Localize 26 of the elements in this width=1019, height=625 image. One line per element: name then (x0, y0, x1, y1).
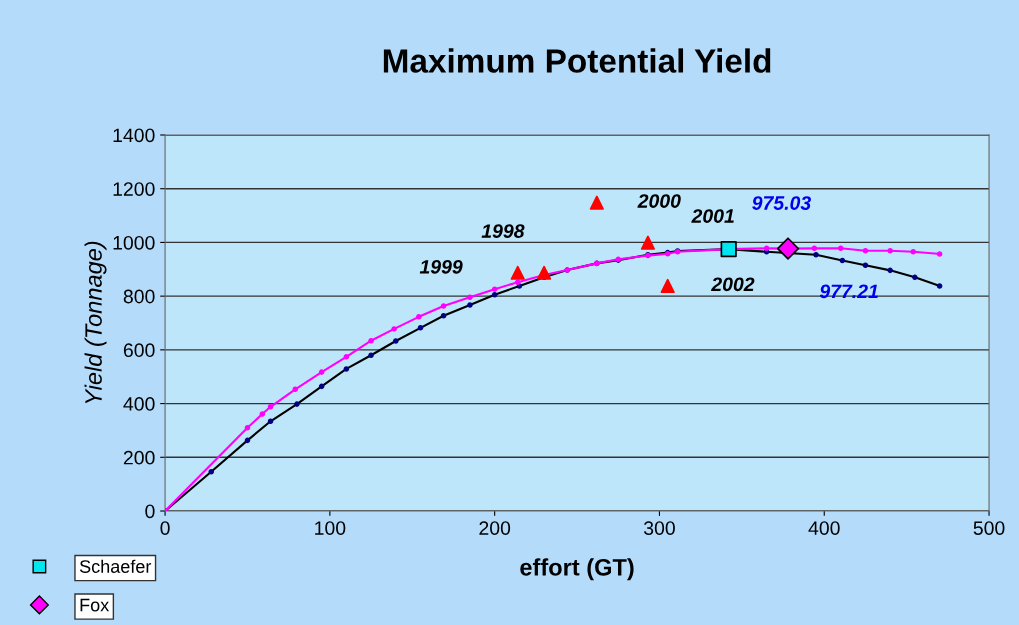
x-tick-label: 0 (160, 521, 170, 535)
x-tick-label: 200 (479, 521, 511, 535)
x-tick-label: 100 (315, 521, 346, 535)
y-tick-label: 1400 (113, 128, 155, 143)
annotation: 1999 (419, 259, 463, 274)
y-tick-label: 400 (123, 397, 155, 411)
x-tick-label: 300 (643, 521, 675, 535)
y-tick-label: 600 (123, 343, 155, 358)
x-axis-title: effort (GT) (520, 558, 634, 581)
annotation: 1998 (481, 224, 525, 238)
annotation: 2002 (711, 277, 755, 292)
y-tick-label: 200 (123, 450, 155, 465)
annotation: 2001 (691, 209, 734, 223)
y-tick-label: 800 (123, 289, 155, 304)
annotation: 2000 (637, 194, 681, 208)
annotation: 975.03 (752, 196, 811, 210)
y-tick-label: 1000 (113, 235, 155, 250)
x-tick-label: 500 (973, 521, 1005, 535)
x-tick-label: 400 (808, 521, 840, 535)
y-tick-label: 1200 (113, 182, 155, 196)
y-tick-label: 0 (145, 504, 155, 519)
y-axis-title: Yield (Tonnage) (84, 241, 107, 404)
chart-title: Maximum Potential Yield (383, 48, 771, 73)
legend-label: Schaefer (79, 559, 152, 573)
annotation: 977.21 (819, 284, 878, 299)
legend-label: Fox (80, 598, 110, 612)
